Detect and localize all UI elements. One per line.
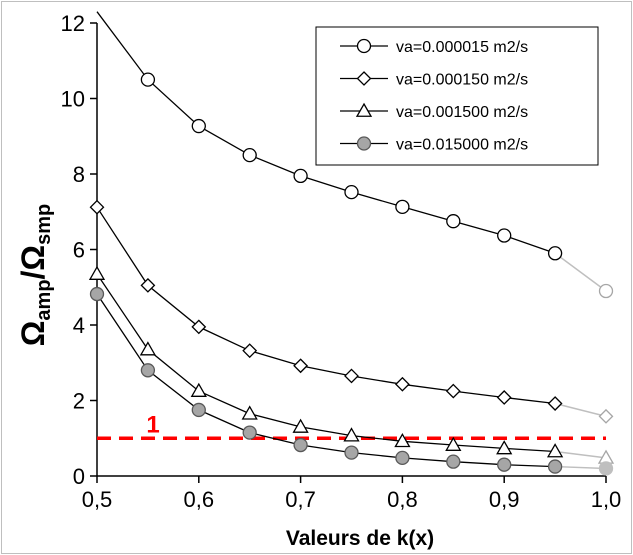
data-point [140, 363, 156, 378]
y-tick-label: 2 [73, 389, 85, 414]
data-point [497, 457, 512, 472]
y-tick-label: 8 [73, 162, 85, 187]
y-axis-title-omega: Ω [15, 321, 51, 347]
data-point [344, 445, 359, 460]
data-point [191, 118, 206, 134]
data-point [293, 358, 309, 374]
data-point [547, 459, 563, 474]
data-point [547, 396, 563, 411]
series-line [96, 273, 556, 453]
data-point [445, 436, 462, 451]
data-point [356, 38, 372, 54]
data-point [598, 461, 614, 476]
y-axis-title-sub-amp: amp [33, 279, 55, 320]
data-point [89, 286, 105, 302]
data-point [139, 341, 157, 356]
series-line-tail [555, 465, 607, 470]
data-point [241, 405, 258, 420]
y-axis-title-sub-smp: smp [33, 204, 55, 245]
series-line [96, 206, 556, 405]
x-tick-label: 0,9 [489, 487, 520, 512]
series-1 [96, 11, 614, 299]
data-point [395, 199, 410, 214]
x-tick-label: 0,6 [184, 487, 215, 512]
data-point [446, 214, 461, 229]
series-2 [89, 199, 614, 424]
y-tick-label: 6 [73, 238, 85, 263]
series-line-tail [554, 252, 607, 292]
y-axis-title-omega-2: Ω [15, 245, 51, 271]
data-point [446, 454, 461, 469]
series-line [96, 11, 556, 254]
data-point [242, 343, 258, 359]
data-point [191, 402, 206, 418]
data-point [88, 265, 106, 280]
x-tick-label: 0,8 [387, 487, 418, 512]
data-point [89, 199, 105, 215]
series-line-tail [554, 402, 607, 418]
data-point [191, 319, 207, 335]
legend-label: va=0.000150 m2/s [396, 72, 528, 89]
data-point [356, 71, 372, 86]
data-point [546, 443, 564, 458]
data-point [598, 283, 614, 299]
x-tick-label: 1,0 [591, 487, 622, 512]
data-point [598, 408, 614, 424]
data-point [344, 368, 359, 384]
data-point [496, 390, 512, 405]
y-tick-label: 10 [61, 87, 85, 112]
data-point [140, 72, 156, 87]
reference-line-label: 1 [146, 411, 159, 438]
data-point [140, 277, 156, 293]
y-axis-title-slash: / [15, 270, 51, 279]
data-point [496, 440, 513, 455]
data-point [293, 168, 308, 184]
x-axis-title: Valeurs de k(x) [286, 527, 434, 550]
y-tick-label: 0 [73, 464, 85, 489]
data-point [394, 432, 411, 448]
y-tick-label: 4 [73, 313, 85, 338]
data-point [344, 184, 359, 200]
x-tick-label: 0,5 [82, 487, 113, 512]
data-point [547, 246, 563, 261]
legend-label: va=0.000015 m2/s [396, 39, 528, 56]
series-line [96, 293, 556, 468]
data-point [293, 437, 308, 453]
data-point [356, 136, 372, 151]
data-point [242, 425, 257, 440]
data-point [343, 427, 360, 442]
data-point [355, 102, 373, 117]
series-4 [89, 286, 614, 476]
series-line-tail [555, 450, 607, 459]
data-point [445, 383, 461, 399]
data-point [292, 418, 309, 433]
x-tick-label: 0,7 [285, 487, 316, 512]
data-point [394, 376, 410, 392]
y-axis-title: Ωamp/Ωsmp [15, 204, 55, 346]
data-point [242, 147, 257, 163]
y-tick-label: 12 [61, 11, 85, 36]
data-point [190, 382, 207, 397]
data-point [395, 450, 410, 466]
legend-label: va=0.015000 m2/s [396, 137, 528, 154]
series-3 [88, 265, 615, 464]
data-point [497, 228, 512, 243]
legend-label: va=0.001500 m2/s [396, 104, 528, 121]
